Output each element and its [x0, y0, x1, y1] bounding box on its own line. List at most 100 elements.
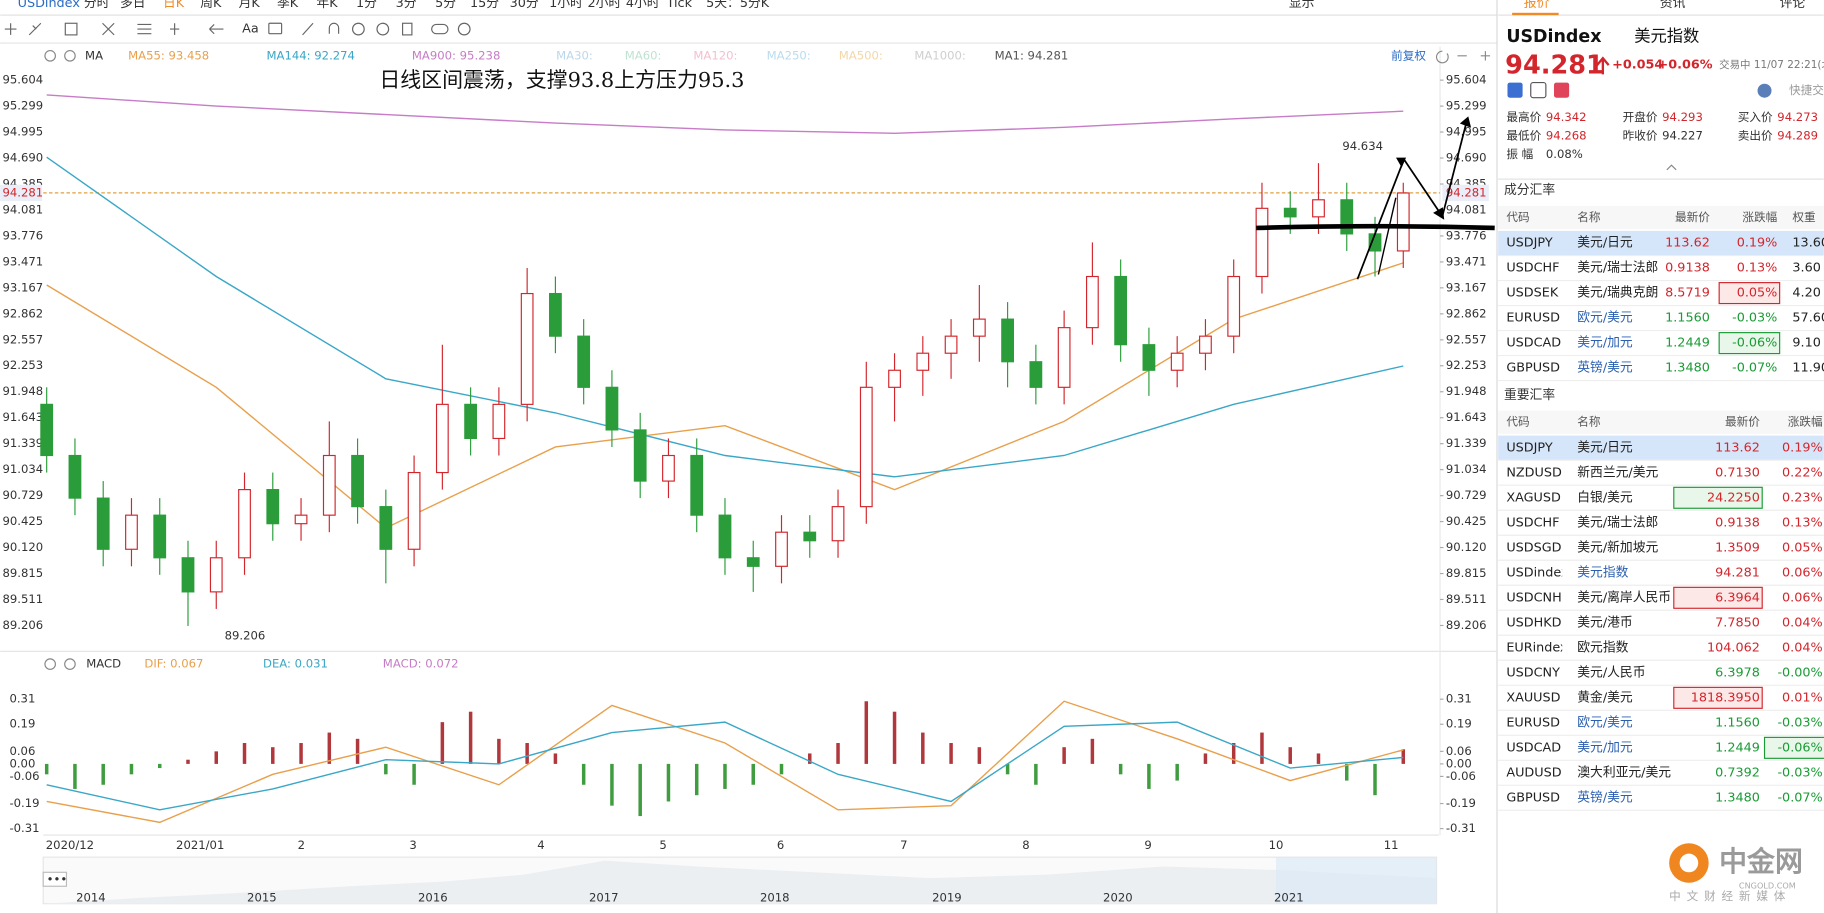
- info-icon[interactable]: [1530, 81, 1547, 99]
- row-highlight: [1498, 435, 1824, 460]
- period-button[interactable]: 1分: [356, 0, 377, 11]
- indicator-name[interactable]: MA: [85, 48, 103, 62]
- y-tick-label: 0.31: [9, 692, 35, 706]
- tab[interactable]: 报价: [1524, 0, 1550, 11]
- period-button[interactable]: Tick: [666, 0, 693, 11]
- note-tool-icon[interactable]: [268, 22, 283, 35]
- period-button[interactable]: 2小时: [588, 0, 622, 11]
- adjust-mode[interactable]: 前复权: [1391, 48, 1426, 62]
- alert-icon[interactable]: [1757, 83, 1772, 98]
- hide-icon[interactable]: [376, 22, 390, 36]
- y-tick-label: 92.253: [2, 358, 43, 372]
- candle-body: [888, 369, 901, 388]
- tab[interactable]: 资讯: [1660, 0, 1686, 11]
- table-header[interactable]: 名称: [1577, 415, 1601, 429]
- x-tick-label: 10: [1269, 838, 1284, 852]
- ma-legend[interactable]: MA1: 94.281: [995, 48, 1069, 62]
- ma-legend[interactable]: MA144: 92.274: [267, 48, 355, 62]
- candle-body: [916, 352, 930, 371]
- table-header[interactable]: 最新价: [1675, 210, 1710, 224]
- quote-icons[interactable]: [1507, 81, 1772, 99]
- period-button[interactable]: 多日: [120, 0, 146, 11]
- settings-icon[interactable]: [44, 50, 56, 62]
- period-button[interactable]: 30分: [510, 0, 539, 11]
- pen-tool-icon[interactable]: [302, 22, 314, 36]
- lock-icon[interactable]: [351, 22, 365, 36]
- display-menu[interactable]: 显示: [1289, 0, 1315, 11]
- channel-tool-icon[interactable]: [137, 23, 152, 35]
- table-header[interactable]: 代码: [1506, 415, 1529, 429]
- drawing-tools[interactable]: [4, 22, 471, 36]
- ma-legend[interactable]: MA900: 95.238: [412, 48, 500, 62]
- delete-icon[interactable]: [401, 22, 413, 36]
- indicator-name[interactable]: MACD: [86, 657, 121, 671]
- name-cell: 新西兰元/美元: [1577, 464, 1658, 480]
- macd-legend[interactable]: MACD: 0.072: [383, 657, 459, 671]
- macd-bar: [497, 738, 501, 764]
- table-header[interactable]: 涨跌幅: [1742, 210, 1777, 224]
- period-button[interactable]: 5分: [435, 0, 456, 11]
- quick-trade[interactable]: 快捷交易: [1789, 83, 1824, 97]
- candle-body: [1085, 275, 1099, 329]
- period-button[interactable]: 分时: [84, 0, 110, 11]
- period-button[interactable]: 3分: [396, 0, 417, 11]
- table-header-bg: [1498, 205, 1824, 230]
- close-icon[interactable]: [64, 658, 76, 670]
- period-button[interactable]: 年K: [317, 0, 339, 11]
- period-button[interactable]: 4小时: [626, 0, 660, 11]
- crosshair-icon[interactable]: [4, 23, 17, 35]
- macd-legend[interactable]: DEA: 0.031: [263, 657, 328, 671]
- chart-icon[interactable]: [1507, 82, 1523, 98]
- candle-body: [690, 454, 704, 516]
- settings-icon[interactable]: [457, 22, 471, 36]
- stat-label: 最低价: [1506, 129, 1541, 143]
- period-button[interactable]: 日K: [163, 0, 185, 11]
- period-button[interactable]: 15分: [470, 0, 499, 11]
- ma-legend[interactable]: MA55: 93.458: [128, 48, 209, 62]
- ma-legend[interactable]: MA1000:: [914, 48, 965, 62]
- fib-tool-icon[interactable]: [102, 22, 115, 36]
- ma-legend[interactable]: MA500:: [839, 48, 883, 62]
- navigator-year: 2017: [589, 890, 619, 904]
- magnet-icon[interactable]: [328, 22, 340, 34]
- arrow-tool-icon[interactable]: [209, 24, 224, 35]
- period-button[interactable]: 周K: [200, 0, 222, 11]
- ma-legend[interactable]: MA120:: [693, 48, 737, 62]
- price-cell: 113.62: [1715, 440, 1760, 455]
- period-button[interactable]: 月K: [239, 0, 261, 11]
- candle-body: [1396, 192, 1410, 252]
- pane-tools[interactable]: [1435, 50, 1491, 64]
- measure-tool-icon[interactable]: [169, 23, 180, 35]
- macd-bar: [1401, 749, 1406, 764]
- table-header[interactable]: 名称: [1577, 210, 1601, 224]
- stat-label: 昨收价: [1623, 129, 1658, 143]
- favorite-icon[interactable]: [1554, 82, 1570, 98]
- macd-bar: [440, 722, 445, 764]
- y-tick-label: 93.776: [2, 228, 43, 242]
- navigator-window[interactable]: [1276, 857, 1437, 904]
- text-tool[interactable]: Aa: [242, 22, 259, 37]
- line-tool-icon[interactable]: [28, 22, 42, 36]
- period-button[interactable]: 季K: [277, 0, 299, 11]
- link-icon[interactable]: [431, 23, 449, 35]
- table-header[interactable]: 代码: [1506, 210, 1529, 224]
- symbol[interactable]: USDindex: [18, 0, 81, 11]
- settings-icon[interactable]: [44, 658, 56, 670]
- ma-legend[interactable]: MA30:: [556, 48, 593, 62]
- close-icon[interactable]: [64, 50, 76, 62]
- table-header[interactable]: 权重: [1792, 210, 1816, 224]
- pane-controls[interactable]: [44, 50, 1491, 670]
- candle-body: [577, 335, 591, 388]
- table-header[interactable]: 涨跌幅: [1788, 415, 1823, 429]
- macd-legend[interactable]: DIF: 0.067: [144, 657, 203, 671]
- ma-legend[interactable]: MA250:: [767, 48, 811, 62]
- period-button[interactable]: 1小时: [549, 0, 583, 11]
- navigator-handle[interactable]: [42, 871, 68, 887]
- collapse-icon[interactable]: [1666, 164, 1677, 171]
- tab[interactable]: 评论: [1780, 0, 1806, 11]
- period-button[interactable]: 5天：5分K: [706, 0, 770, 11]
- shape-tool-icon[interactable]: [64, 22, 78, 36]
- ma-legend[interactable]: MA60:: [625, 48, 662, 62]
- table-header[interactable]: 最新价: [1725, 415, 1760, 429]
- candle-body: [605, 386, 619, 431]
